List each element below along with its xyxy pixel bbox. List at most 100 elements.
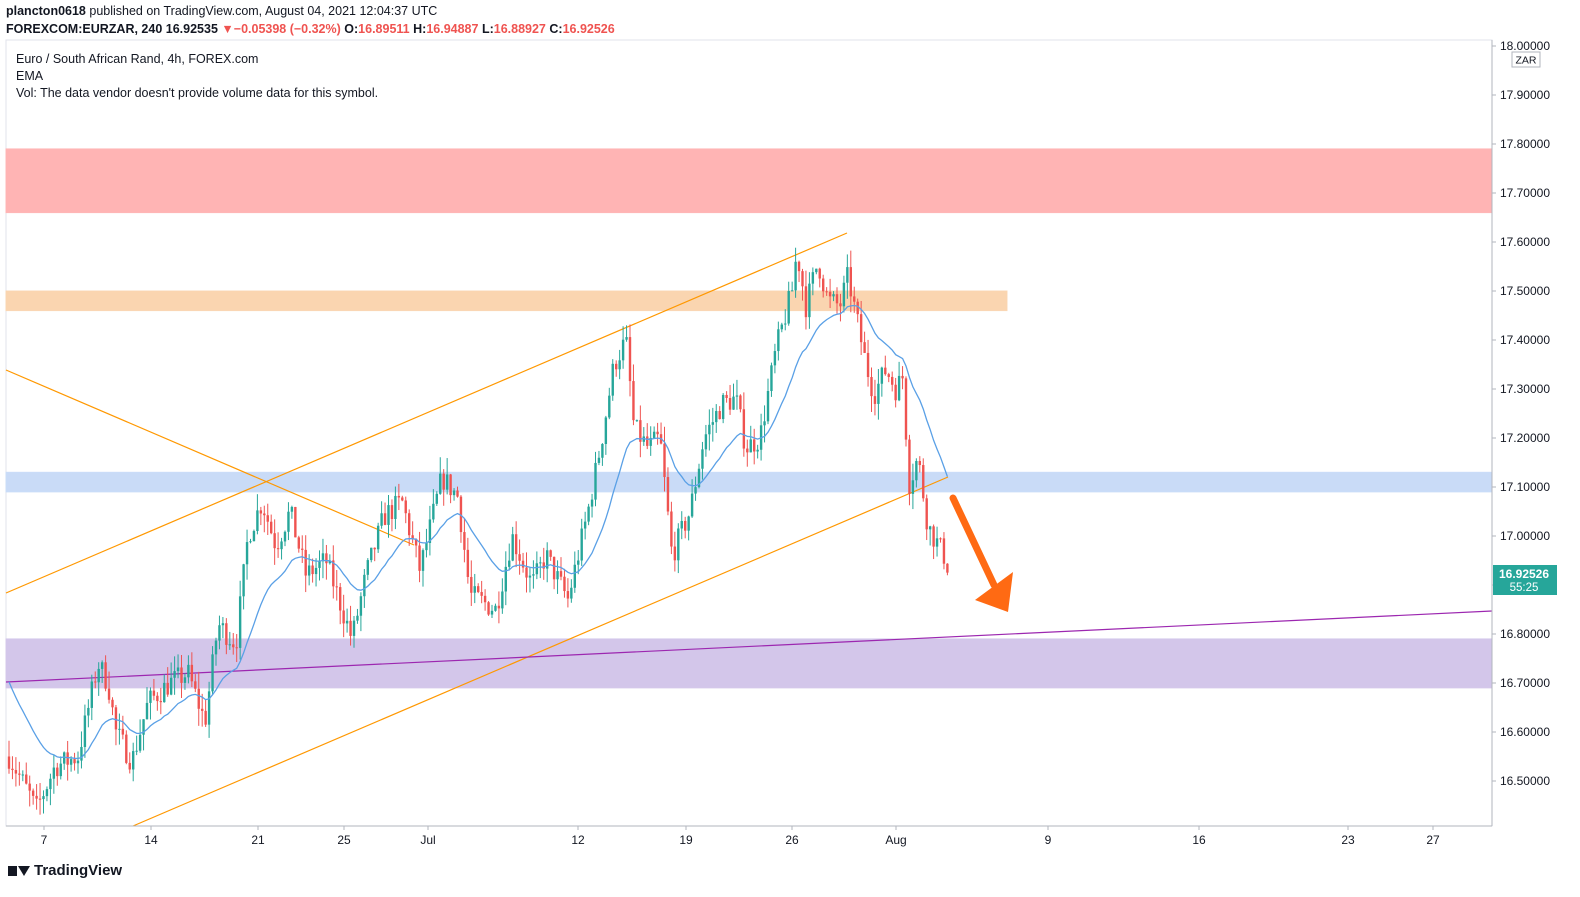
currency-label: ZAR <box>1516 55 1537 67</box>
bull-candle <box>846 267 849 283</box>
bull-candle <box>359 596 363 616</box>
bear-candle <box>742 409 746 449</box>
bear-candle <box>925 498 928 530</box>
bear-candle <box>839 303 842 307</box>
bull-candle <box>90 681 93 708</box>
bull-candle <box>539 562 542 564</box>
time-tick-label: 23 <box>1341 833 1355 847</box>
bull-candle <box>135 750 138 752</box>
lower-channel-line[interactable] <box>132 476 949 827</box>
bull-candle <box>394 495 397 520</box>
bull-candle <box>452 490 456 496</box>
legend-volume-note: Vol: The data vendor doesn't provide vol… <box>16 86 379 100</box>
bull-candle <box>694 487 697 494</box>
bear-candle <box>870 377 873 397</box>
price-tick-label: 16.60000 <box>1500 725 1550 739</box>
arrow-head <box>975 572 1013 612</box>
last-price: 16.92535 <box>165 22 218 36</box>
bull-candle <box>773 351 777 366</box>
bear-candle <box>56 767 59 777</box>
bear-candle <box>401 497 404 501</box>
symbol-name[interactable]: FOREXCOM:EURZAR, 240 <box>6 22 163 36</box>
time-tick-label: 7 <box>41 833 48 847</box>
bear-candle <box>297 537 300 549</box>
bear-candle <box>273 533 276 549</box>
bull-candle <box>608 395 611 418</box>
brand-text: TradingView <box>34 862 123 879</box>
bear-candle <box>728 398 732 410</box>
bear-candle <box>552 556 556 580</box>
bear-candle <box>828 291 832 297</box>
bear-candle <box>266 515 269 522</box>
bull-candle <box>652 431 656 438</box>
bear-candle <box>301 548 304 550</box>
bull-candle <box>69 759 73 765</box>
bull-candle <box>763 421 766 426</box>
bull-candle <box>677 528 680 561</box>
bear-candle <box>566 591 570 599</box>
bear-candle <box>663 443 666 478</box>
time-axis[interactable]: 7 14 21 25 Jul 12 19 26 Aug 9 16 23 27 <box>6 825 1492 847</box>
ema-line[interactable] <box>8 304 949 760</box>
bear-candle <box>383 513 387 525</box>
price-tick-label: 18.00000 <box>1500 39 1550 53</box>
bull-candle <box>649 437 652 446</box>
bull-candle <box>494 605 497 611</box>
current-price-value: 16.92526 <box>1499 567 1549 581</box>
bear-candle <box>922 465 925 499</box>
bear-candle <box>194 681 197 689</box>
bull-candle <box>45 789 49 797</box>
bull-candle <box>42 796 45 800</box>
price-tick-label: 16.80000 <box>1500 627 1550 641</box>
bear-candle <box>31 790 35 796</box>
bull-candle <box>877 383 880 404</box>
bull-candle <box>245 542 249 565</box>
bull-candle <box>207 691 211 725</box>
legend-title[interactable]: Euro / South African Rand, 4h, FOREX.com <box>16 52 259 66</box>
bear-candle <box>180 667 183 683</box>
bear-candle <box>418 545 421 571</box>
bull-candle <box>897 375 901 401</box>
legend-ema[interactable]: EMA <box>16 69 44 83</box>
bull-candle <box>680 520 683 529</box>
bull-candle <box>328 560 332 564</box>
support-trendline[interactable] <box>5 610 1493 683</box>
bull-candle <box>59 763 62 777</box>
bull-candle <box>511 534 514 561</box>
bar-countdown: 55:25 <box>1510 582 1539 594</box>
publish-info: plancton0618 published on TradingView.co… <box>6 4 437 18</box>
upper-channel-line[interactable] <box>5 232 848 594</box>
publisher-name[interactable]: plancton0618 <box>6 4 86 18</box>
bull-candle <box>811 272 815 284</box>
bear-candle <box>335 586 338 588</box>
bear-candle <box>304 549 307 576</box>
bear-candle <box>18 773 21 775</box>
forecast-arrow[interactable] <box>949 494 1013 612</box>
time-tick-label: 14 <box>144 833 158 847</box>
price-tick-label: 17.70000 <box>1500 186 1550 200</box>
bear-candle <box>673 546 677 561</box>
price-axis[interactable]: 16.5000016.6000016.7000016.8000016.90000… <box>1491 39 1550 826</box>
tradingview-brand[interactable]: TradingView <box>8 862 122 879</box>
bull-candle <box>928 526 932 530</box>
tradingview-logo-icon <box>8 864 30 878</box>
bull-candle <box>132 751 135 770</box>
bull-candle <box>242 564 245 597</box>
bull-candle <box>721 394 725 420</box>
descending-trendline[interactable] <box>5 369 415 546</box>
bear-candle <box>25 774 28 784</box>
bull-candle <box>749 439 752 453</box>
current-price-tag: 16.92526 55:25 <box>1493 565 1557 595</box>
bull-candle <box>228 644 231 646</box>
bull-candle <box>611 363 614 396</box>
zone-0 <box>5 148 1493 214</box>
bull-candle <box>784 323 787 325</box>
bear-candle <box>325 553 328 564</box>
time-tick-label: 16 <box>1192 833 1206 847</box>
bull-candle <box>387 505 390 525</box>
bear-candle <box>901 375 904 379</box>
bear-candle <box>125 734 128 763</box>
time-tick-label: 26 <box>785 833 799 847</box>
bull-candle <box>501 591 504 609</box>
